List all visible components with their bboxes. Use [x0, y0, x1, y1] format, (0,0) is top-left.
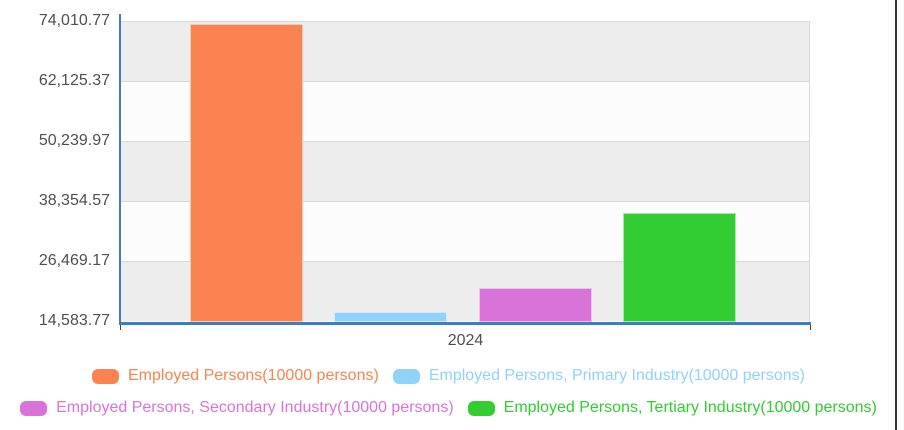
- y-axis-line: [119, 14, 121, 325]
- legend-swatch-primary-industry: [392, 368, 420, 384]
- legend-label: Employed Persons, Secondary Industry(100…: [56, 399, 454, 416]
- legend-label: Employed Persons, Primary Industry(10000…: [428, 367, 805, 384]
- bar-total[interactable]: [190, 23, 303, 322]
- legend-swatch-tertiary-industry: [467, 400, 495, 416]
- y-axis-tick-label: 74,010.77: [38, 12, 110, 29]
- x-axis-tick-left: [120, 325, 121, 330]
- gridline: [121, 201, 809, 202]
- legend-swatch-secondary-industry: [20, 400, 48, 416]
- x-axis-category-label: 2024: [447, 332, 484, 349]
- legend-item-tertiary-industry[interactable]: Employed Persons, Tertiary Industry(1000…: [467, 398, 877, 418]
- x-axis-line: [119, 322, 811, 325]
- legend-row: Employed Persons(10000 persons) Employed …: [0, 366, 897, 386]
- window-right-border: [895, 0, 897, 430]
- gridline: [121, 21, 809, 22]
- y-axis-tick-label: 50,239.97: [38, 132, 110, 149]
- bar-secondary-industry[interactable]: [479, 287, 592, 322]
- legend-label: Employed Persons, Tertiary Industry(1000…: [503, 399, 877, 416]
- x-axis-tick-right: [810, 325, 811, 330]
- legend: Employed Persons(10000 persons) Employed …: [0, 366, 897, 430]
- legend-swatch-total: [92, 368, 119, 384]
- gridline: [121, 261, 809, 262]
- legend-row: Employed Persons, Secondary Industry(100…: [0, 398, 897, 418]
- legend-item-secondary-industry[interactable]: Employed Persons, Secondary Industry(100…: [20, 398, 454, 418]
- gridline: [121, 81, 809, 82]
- bar-primary-industry[interactable]: [334, 312, 447, 322]
- y-axis-tick-label: 14,583.77: [38, 312, 110, 329]
- legend-item-total[interactable]: Employed Persons(10000 persons): [92, 366, 379, 386]
- gridline: [121, 141, 809, 142]
- bar-tertiary-industry[interactable]: [623, 212, 736, 322]
- y-axis-tick-label: 26,469.17: [38, 252, 110, 269]
- y-axis-tick-label: 38,354.57: [38, 192, 110, 209]
- legend-item-primary-industry[interactable]: Employed Persons, Primary Industry(10000…: [392, 366, 805, 386]
- y-axis-tick-label: 62,125.37: [38, 72, 110, 89]
- legend-label: Employed Persons(10000 persons): [128, 367, 379, 384]
